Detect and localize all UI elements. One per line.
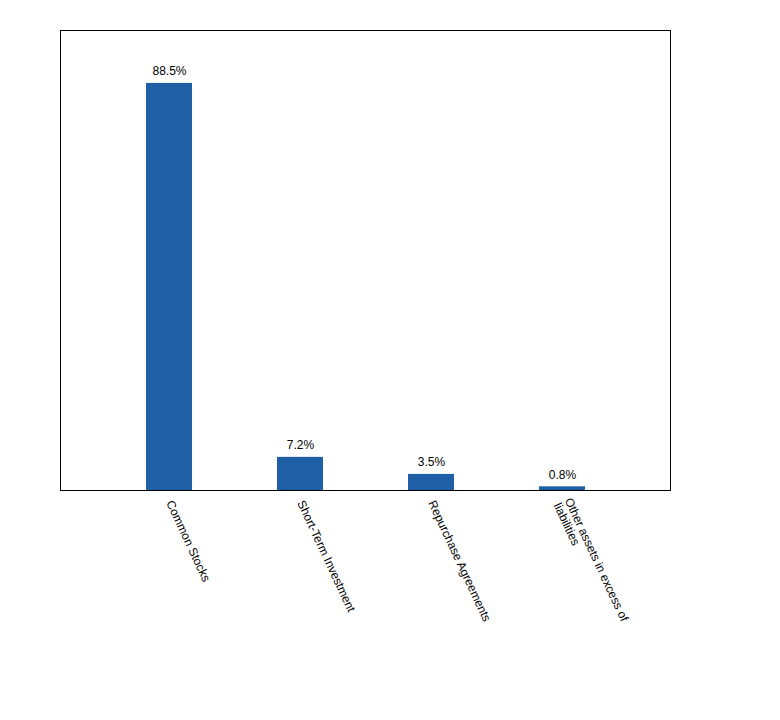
svg-text:Common Stocks: Common Stocks: [163, 498, 213, 584]
svg-text:0.8%: 0.8%: [549, 468, 577, 482]
svg-text:Short-Term Investment: Short-Term Investment: [294, 498, 358, 615]
svg-text:Repurchase Agreements: Repurchase Agreements: [425, 498, 494, 624]
svg-text:Other assets in excess ofliabi: Other assets in excess ofliabilities: [551, 496, 632, 630]
svg-text:88.5%: 88.5%: [152, 64, 186, 78]
svg-text:3.5%: 3.5%: [418, 455, 446, 469]
svg-text:7.2%: 7.2%: [287, 438, 315, 452]
